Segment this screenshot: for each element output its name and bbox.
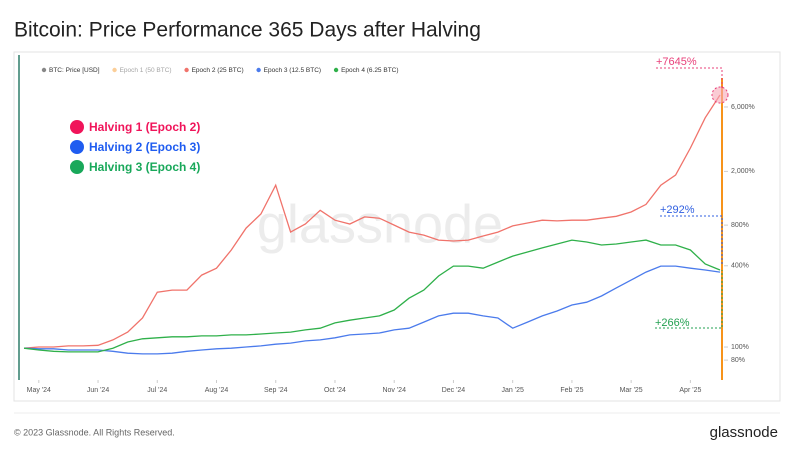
x-tick-label: Jan '25: [502, 387, 524, 394]
x-tick-label: Jul '24: [147, 387, 167, 394]
legend-marker: [112, 67, 117, 73]
annotation: +266%: [655, 317, 690, 329]
x-tick-label: Sep '24: [264, 387, 288, 394]
legend-label: Epoch 3 (12.5 BTC): [264, 67, 321, 74]
y-tick-label: 2,000%: [731, 168, 755, 175]
series-line: [23, 94, 721, 349]
legend-label: BTC: Price [USD]: [49, 67, 100, 74]
annotation-guide: [660, 215, 723, 265]
x-tick-label: Mar '25: [620, 387, 643, 394]
y-tick-label: 6,000%: [731, 104, 755, 111]
y-tick-label: 400%: [731, 263, 749, 270]
legend-label: Epoch 1 (50 BTC): [120, 67, 172, 74]
x-tick-label: May '24: [27, 387, 51, 394]
footer: © 2023 Glassnode. All Rights Reserved.: [14, 427, 175, 437]
brand-logo: glassnode: [710, 424, 778, 441]
legend-marker: [256, 67, 261, 73]
x-tick-label: Aug '24: [205, 387, 229, 394]
watermark: glassnode: [257, 194, 503, 254]
halving-dot: [70, 120, 84, 134]
series-line: [23, 239, 721, 353]
annotation: +292%: [660, 204, 695, 216]
series-line: [23, 265, 721, 355]
halving-dot: [70, 160, 84, 174]
x-tick-label: Oct '24: [324, 387, 346, 394]
y-tick-label: 100%: [731, 344, 749, 351]
x-tick-label: Feb '25: [560, 387, 583, 394]
legend-label: Epoch 4 (6.25 BTC): [341, 67, 398, 74]
legend-label: Epoch 2 (25 BTC): [192, 67, 244, 74]
y-tick-label: 800%: [731, 222, 749, 229]
legend-marker: [41, 67, 47, 73]
halving-dot: [70, 140, 84, 154]
halving-label: Halving 1 (Epoch 2): [89, 120, 200, 134]
end-highlight: [711, 86, 729, 104]
annotation-guide: [655, 270, 723, 329]
legend-marker: [333, 67, 339, 73]
annotation-guide: [656, 67, 723, 88]
annotation: +7645%: [656, 56, 697, 68]
halving-label: Halving 2 (Epoch 3): [89, 140, 200, 154]
x-tick-label: Jun '24: [87, 387, 109, 394]
halving-label: Halving 3 (Epoch 4): [89, 160, 200, 174]
x-tick-label: Apr '25: [679, 387, 701, 394]
chart-title: Bitcoin: Price Performance 365 Days afte…: [14, 19, 481, 42]
x-tick-label: Nov '24: [382, 387, 406, 394]
chart-frame: [13, 51, 781, 402]
x-tick-label: Dec '24: [442, 387, 466, 394]
y-tick-label: 80%: [731, 357, 745, 364]
legend-marker: [184, 67, 189, 73]
